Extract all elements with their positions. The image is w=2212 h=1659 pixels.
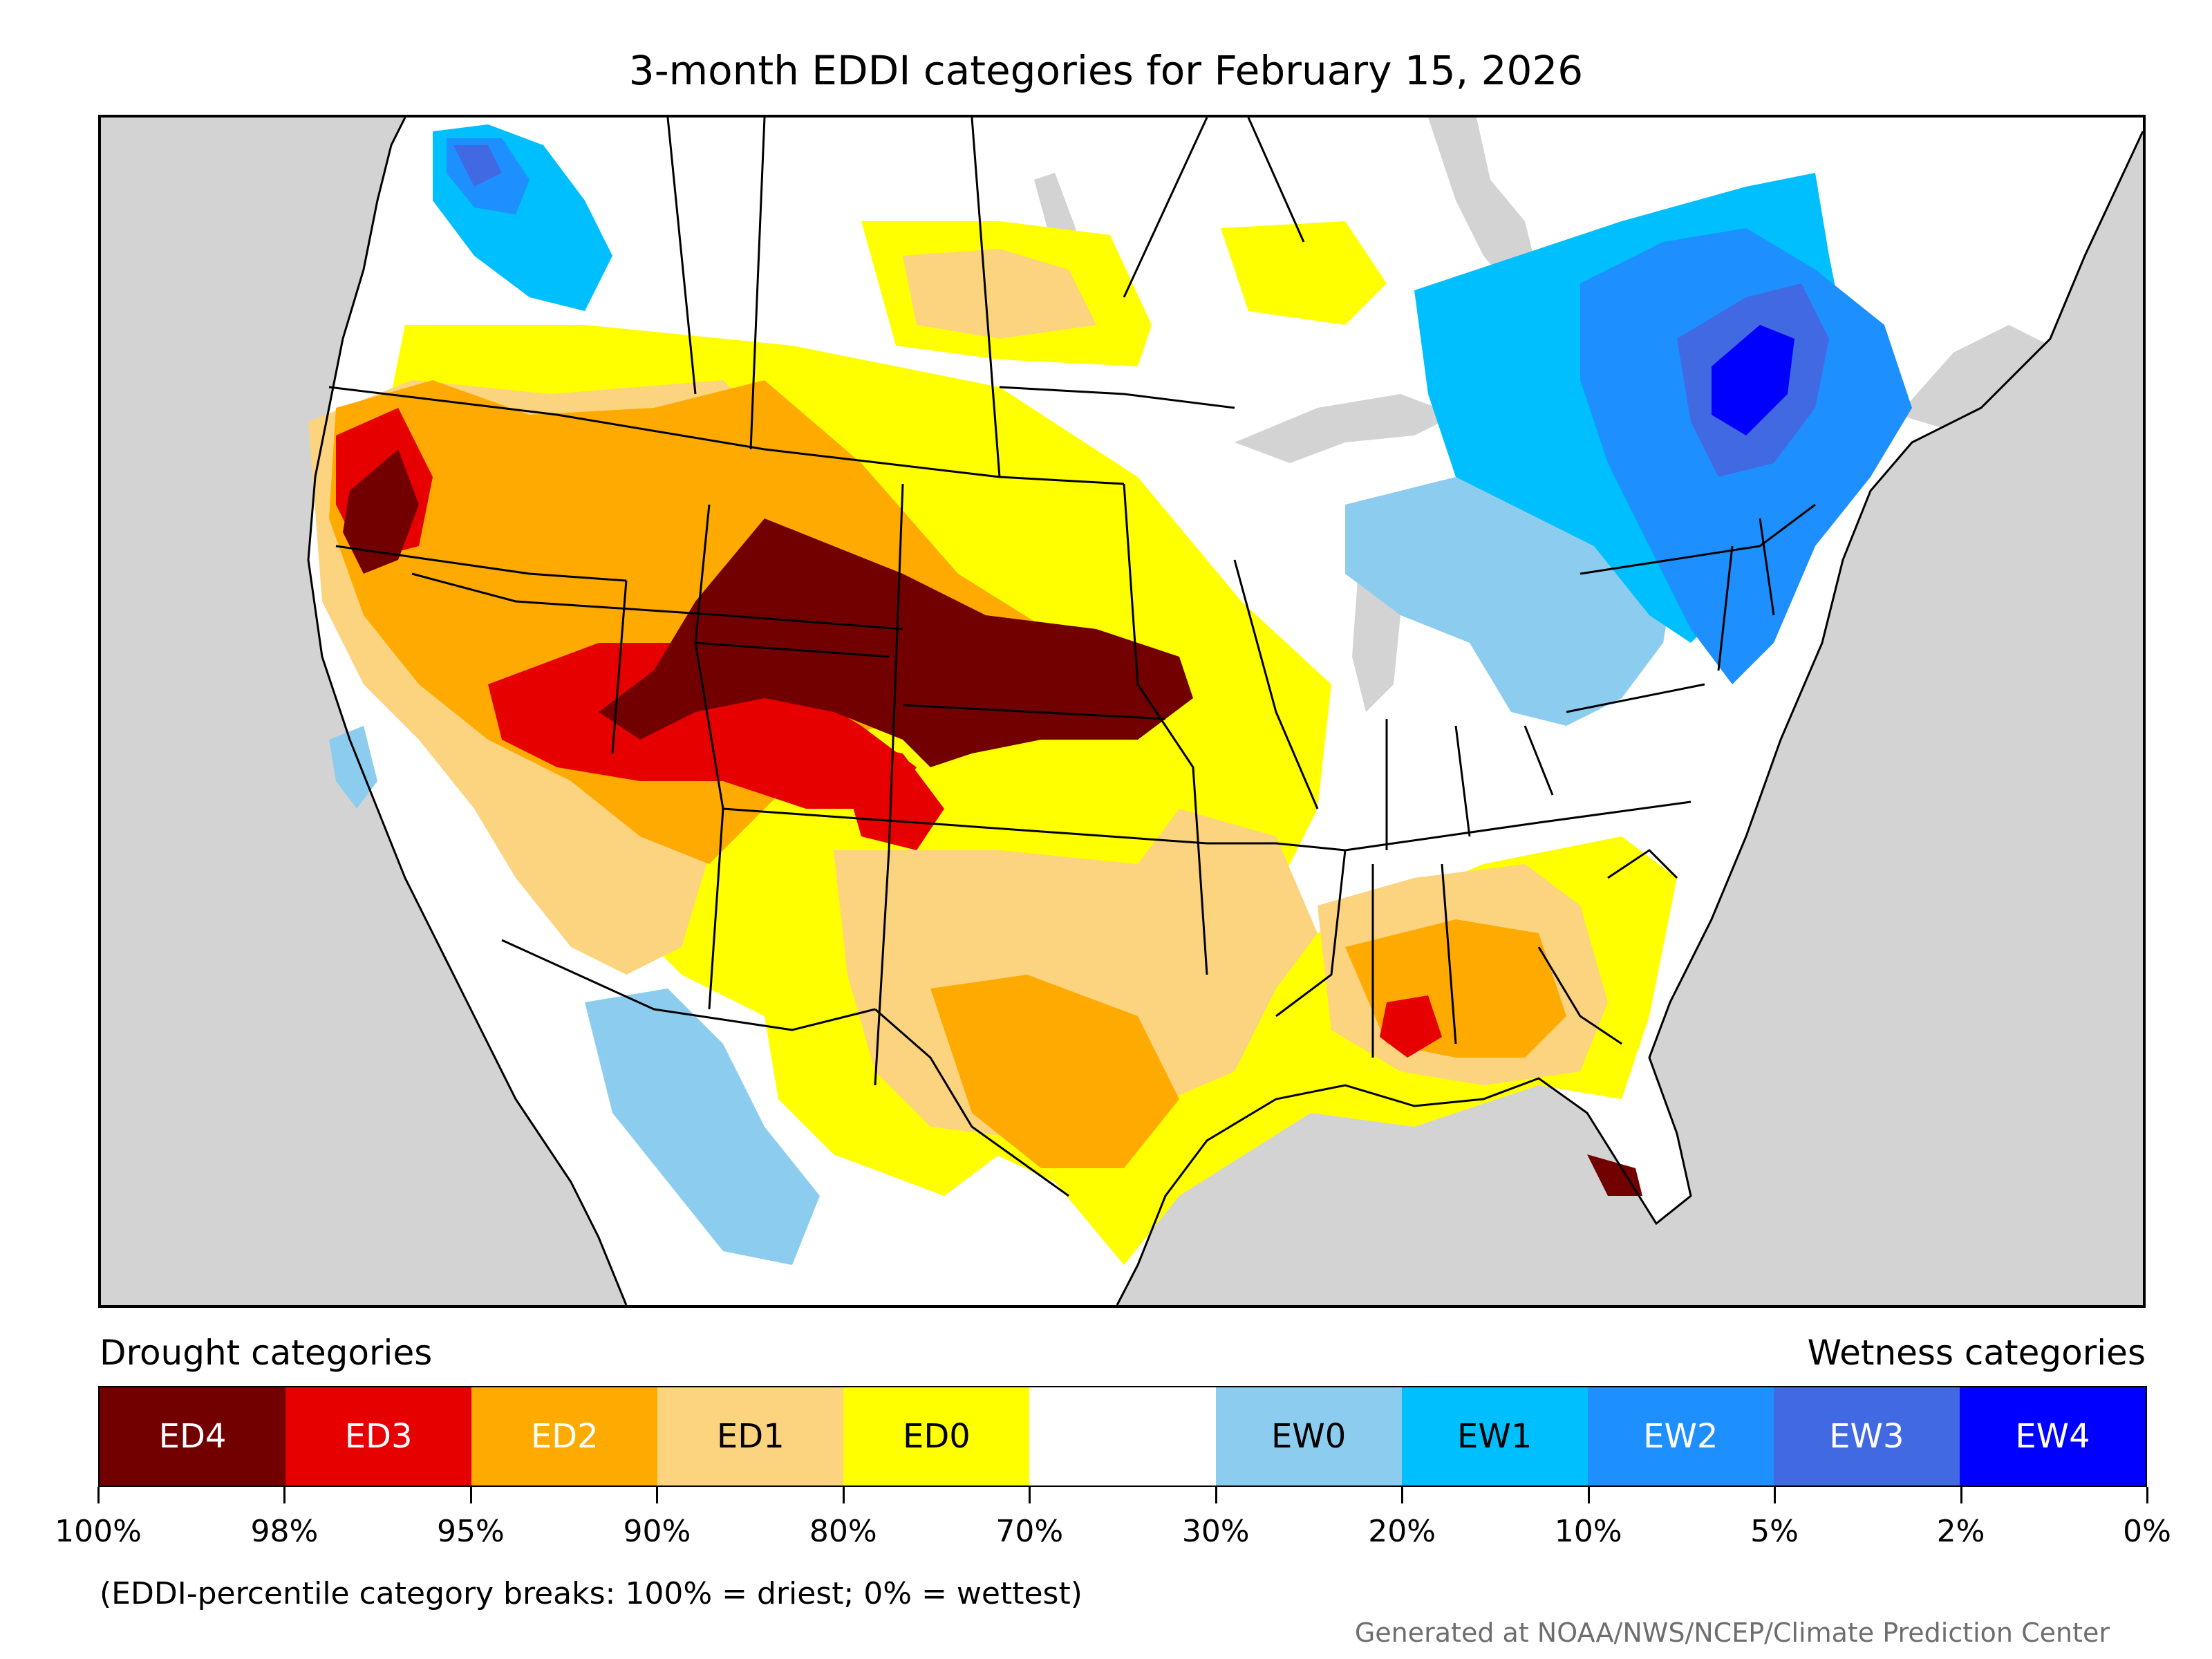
break-label: 95% <box>437 1514 505 1549</box>
lake-superior <box>1235 394 1456 463</box>
credit-line: Generated at NOAA/NWS/NCEP/Climate Predi… <box>1354 1618 2110 1648</box>
colorbar-tick <box>1029 1487 1031 1503</box>
break-label: 80% <box>809 1514 877 1549</box>
ed3-great-basin <box>488 643 917 809</box>
colorbar-tick <box>283 1487 286 1503</box>
drought-categories-heading: Drought categories <box>100 1333 433 1373</box>
colorbar-tick <box>842 1487 845 1503</box>
legend-swatch-ed1: ED1 <box>657 1387 844 1485</box>
hudson-bay-edge <box>1428 118 1539 297</box>
break-label: 20% <box>1368 1514 1436 1549</box>
colorbar-tick <box>656 1487 659 1503</box>
legend-swatch-normal <box>1029 1387 1216 1485</box>
legend-swatch-ew0: EW0 <box>1215 1387 1402 1485</box>
colorbar-tick <box>97 1487 100 1503</box>
footnote: (EDDI-percentile category breaks: 100% =… <box>100 1576 1082 1611</box>
eddi-map <box>101 118 2143 1305</box>
break-label: 90% <box>623 1514 691 1549</box>
colorbar-tick <box>1215 1487 1217 1503</box>
gulf-of-st-lawrence <box>1898 325 2050 435</box>
legend-swatch-ew3: EW3 <box>1773 1387 1960 1485</box>
category-colorbar: ED4 ED3 ED2 ED1 ED0 EW0 EW1 EW2 EW3 EW4 <box>98 1386 2147 1487</box>
ew0-mexico <box>585 988 820 1265</box>
break-label: 10% <box>1554 1514 1622 1549</box>
legend-swatch-ed2: ED2 <box>471 1387 658 1485</box>
break-label: 98% <box>250 1514 319 1549</box>
ew4-st-lawrence-core <box>1712 325 1794 435</box>
ed0-prairies-east <box>1221 221 1387 325</box>
legend-swatch-ed4: ED4 <box>100 1387 286 1485</box>
legend-swatch-ed0: ED0 <box>843 1387 1030 1485</box>
colorbar-tick <box>1587 1487 1590 1503</box>
break-label: 5% <box>1750 1514 1799 1549</box>
colorbar-tick <box>1401 1487 1404 1503</box>
category-regions <box>308 124 1912 1265</box>
break-label: 100% <box>55 1514 142 1549</box>
legend-swatch-ew1: EW1 <box>1401 1387 1588 1485</box>
ew0-california <box>329 726 377 809</box>
ed4-florida <box>1587 1154 1642 1196</box>
political-boundaries <box>328 118 1816 1197</box>
colorbar-tick <box>1960 1487 1962 1503</box>
ed1-prairies <box>903 249 1096 339</box>
wetness-categories-heading: Wetness categories <box>1807 1333 2146 1373</box>
legend-swatch-ew2: EW2 <box>1587 1387 1774 1485</box>
colorbar-tick <box>469 1487 472 1503</box>
map-title: 3-month EDDI categories for February 15,… <box>628 47 1584 94</box>
map-panel <box>98 115 2146 1308</box>
break-label: 2% <box>1936 1514 1985 1549</box>
colorbar-ticks <box>97 1487 2148 1508</box>
ed2-texas <box>930 975 1179 1168</box>
break-label: 30% <box>1181 1514 1250 1549</box>
colorbar-tick <box>1774 1487 1777 1503</box>
break-label: 70% <box>995 1514 1064 1549</box>
break-label: 0% <box>2123 1514 2171 1549</box>
ed3-georgia <box>1380 995 1442 1058</box>
coastline-outline <box>307 118 2143 1305</box>
ed4-oregon <box>343 449 419 574</box>
legend-swatch-ed3: ED3 <box>285 1387 472 1485</box>
legend-swatch-ew4: EW4 <box>1959 1387 2146 1485</box>
ew3-bc <box>453 145 502 187</box>
colorbar-tick <box>2146 1487 2148 1503</box>
